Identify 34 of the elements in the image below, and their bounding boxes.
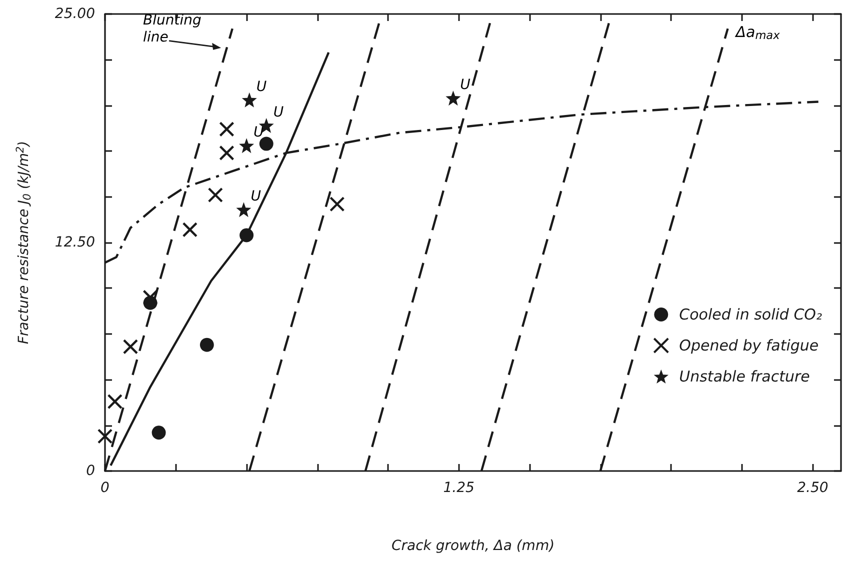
point <box>239 138 254 154</box>
x-tick-label: 2.50 <box>797 480 828 496</box>
annotation: U <box>254 124 264 141</box>
point <box>107 394 123 410</box>
annotation: U <box>460 77 470 94</box>
point <box>219 145 234 161</box>
legend-label: Opened by fatigue <box>679 336 819 354</box>
legend-label: Unstable fracture <box>679 368 810 386</box>
y-tick-label: 0 <box>86 463 96 479</box>
x-tick-label: 0 <box>100 480 110 496</box>
annotation: U <box>256 78 267 95</box>
point <box>122 339 138 354</box>
point <box>240 228 254 242</box>
y-tick-label: 25.00 <box>54 6 96 22</box>
annotation: Blunting line <box>143 12 206 46</box>
annotation: U <box>273 104 284 121</box>
point <box>330 196 345 212</box>
point <box>242 92 257 108</box>
point <box>219 122 234 137</box>
annotation: U <box>250 188 261 205</box>
x-tick-label: 1.25 <box>443 480 475 496</box>
point <box>182 222 198 238</box>
point <box>446 90 461 106</box>
point <box>259 136 274 151</box>
legend-label: Cooled in solid CO₂ <box>679 306 822 324</box>
y-axis-title: Fracture resistance J0 (kJ/m2) <box>14 140 34 344</box>
point <box>152 426 166 440</box>
point <box>142 290 158 305</box>
point <box>200 338 214 352</box>
point <box>236 202 252 218</box>
x-axis-title: Crack growth, Δa (mm) <box>391 538 555 554</box>
point <box>208 187 223 203</box>
y-tick-label: 12.50 <box>54 234 96 250</box>
point <box>97 428 113 444</box>
